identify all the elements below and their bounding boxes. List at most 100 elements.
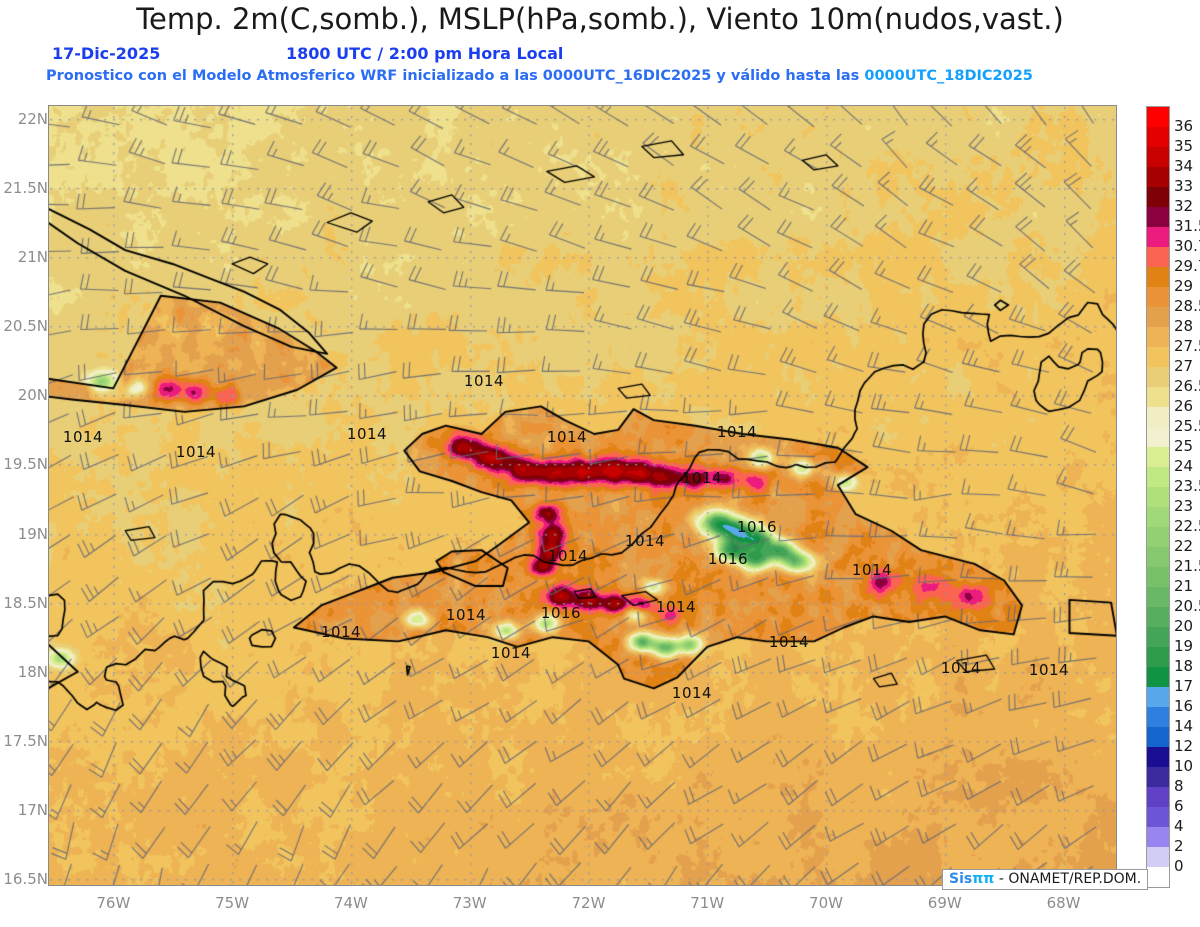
isobar-label: 1014 [546, 428, 588, 446]
colorbar-segment [1147, 307, 1169, 327]
lat-tick-label: 22N [17, 109, 48, 128]
colorbar-tick-label: 28.5 [1174, 297, 1200, 315]
colorbar-tick-label: 25 [1174, 437, 1194, 455]
colorbar-tick-label: 30.7 [1174, 237, 1200, 255]
credit-badge: Sisππ - ONAMET/REP.DOM. [942, 869, 1149, 890]
colorbar-segment [1147, 727, 1169, 747]
colorbar-tick-label: 14 [1174, 717, 1194, 735]
lon-tick-label: 69W [927, 894, 962, 912]
lat-tick-label: 17N [17, 800, 48, 819]
lon-tick-label: 71W [690, 894, 725, 912]
lat-tick-label: 19N [17, 524, 48, 543]
isobar-label: 1016 [707, 550, 749, 568]
colorbar-tick-label: 26 [1174, 397, 1194, 415]
colorbar-tick-label: 21.5 [1174, 557, 1200, 575]
colorbar-tick-label: 29 [1174, 277, 1194, 295]
lat-tick-label: 18N [17, 662, 48, 681]
colorbar-tick-label: 18 [1174, 657, 1194, 675]
isobar-label: 1014 [851, 561, 893, 579]
isobar-label: 1014 [490, 644, 532, 662]
isobar-label: 1016 [736, 518, 778, 536]
colorbar-segment [1147, 207, 1169, 227]
isobar-label: 1014 [655, 598, 697, 616]
colorbar-segment [1147, 587, 1169, 607]
lat-tick-label: 19.5N [3, 455, 48, 474]
isobar-label: 1014 [624, 532, 666, 550]
colorbar-tick-label: 10 [1174, 757, 1194, 775]
credit-organization: - ONAMET/REP.DOM. [994, 871, 1142, 887]
colorbar-segment [1147, 107, 1169, 127]
isobar-label: 1014 [681, 469, 723, 487]
colorbar-tick-label: 27 [1174, 357, 1194, 375]
lon-tick-label: 74W [333, 894, 368, 912]
colorbar-segment [1147, 147, 1169, 167]
colorbar-tick-label: 24 [1174, 457, 1194, 475]
lon-tick-label: 70W [809, 894, 843, 912]
colorbar-segment [1147, 167, 1169, 187]
colorbar-segment [1147, 127, 1169, 147]
colorbar-tick-label: 12 [1174, 737, 1194, 755]
isobar-label: 1014 [62, 428, 104, 446]
isobar-label: 1014 [716, 423, 758, 441]
forecast-date: 17-Dic-2025 [52, 44, 161, 63]
colorbar-tick-label: 4 [1174, 817, 1184, 835]
colorbar-tick-label: 20 [1174, 617, 1194, 635]
colorbar-tick-label: 19 [1174, 637, 1194, 655]
colorbar-tick-label: 22.5 [1174, 517, 1200, 535]
isobar-label: 1014 [346, 425, 388, 443]
colorbar-segment [1147, 707, 1169, 727]
colorbar-tick-label: 34 [1174, 157, 1194, 175]
colorbar-tick-label: 33 [1174, 177, 1194, 195]
weather-map-plot[interactable] [48, 105, 1117, 886]
colorbar-segment [1147, 367, 1169, 387]
forecast-time-utc-local: 1800 UTC / 2:00 pm Hora Local [286, 44, 564, 63]
isobar-label: 1014 [463, 372, 505, 390]
colorbar-segment [1147, 807, 1169, 827]
colorbar-tick-label: 16 [1174, 697, 1194, 715]
lat-tick-label: 20.5N [3, 317, 48, 336]
isobar-label: 1014 [1028, 661, 1070, 679]
colorbar-tick-label: 6 [1174, 797, 1184, 815]
colorbar-tick-label: 0 [1174, 857, 1184, 875]
page-title: Temp. 2m(C,somb.), MSLP(hPa,somb.), Vien… [136, 2, 1064, 36]
credit-tt: ππ [972, 871, 995, 887]
colorbar-tick-label: 27.5 [1174, 337, 1200, 355]
colorbar-tick-label: 36 [1174, 117, 1194, 135]
lat-tick-label: 21.5N [3, 178, 48, 197]
isobar-label: 1014 [940, 659, 982, 677]
colorbar-tick-label: 26.5 [1174, 377, 1200, 395]
colorbar-segment [1147, 747, 1169, 767]
colorbar-tick-label: 31.5 [1174, 217, 1200, 235]
lat-tick-label: 18.5N [3, 593, 48, 612]
colorbar-segment [1147, 607, 1169, 627]
colorbar-segment [1147, 287, 1169, 307]
forecast-note-main: Pronostico con el Modelo Atmosferico WRF… [46, 68, 865, 84]
colorbar-tick-label: 17 [1174, 677, 1194, 695]
isobar-label: 1016 [540, 604, 582, 622]
colorbar-segment [1147, 827, 1169, 847]
colorbar-tick-label: 23.5 [1174, 477, 1200, 495]
colorbar-segment [1147, 627, 1169, 647]
isobar-label: 1014 [175, 443, 217, 461]
colorbar-tick-label: 28 [1174, 317, 1194, 335]
colorbar-segment [1147, 387, 1169, 407]
colorbar-segment [1147, 467, 1169, 487]
colorbar-tick-label: 20.5 [1174, 597, 1200, 615]
temperature-colorbar[interactable] [1146, 106, 1170, 888]
isobar-label: 1014 [768, 633, 810, 651]
colorbar-segment [1147, 487, 1169, 507]
colorbar-tick-label: 23 [1174, 497, 1194, 515]
isobar-label: 1014 [547, 547, 589, 565]
lon-tick-label: 73W [452, 894, 487, 912]
colorbar-tick-label: 32 [1174, 197, 1194, 215]
colorbar-segment [1147, 347, 1169, 367]
colorbar-segment [1147, 767, 1169, 787]
colorbar-tick-label: 2 [1174, 837, 1184, 855]
colorbar-tick-label: 8 [1174, 777, 1184, 795]
lon-tick-label: 75W [215, 894, 250, 912]
colorbar-segment [1147, 327, 1169, 347]
colorbar-segment [1147, 427, 1169, 447]
colorbar-segment [1147, 867, 1169, 887]
colorbar-segment [1147, 687, 1169, 707]
forecast-valid-until: 0000UTC_18DIC2025 [864, 68, 1033, 84]
